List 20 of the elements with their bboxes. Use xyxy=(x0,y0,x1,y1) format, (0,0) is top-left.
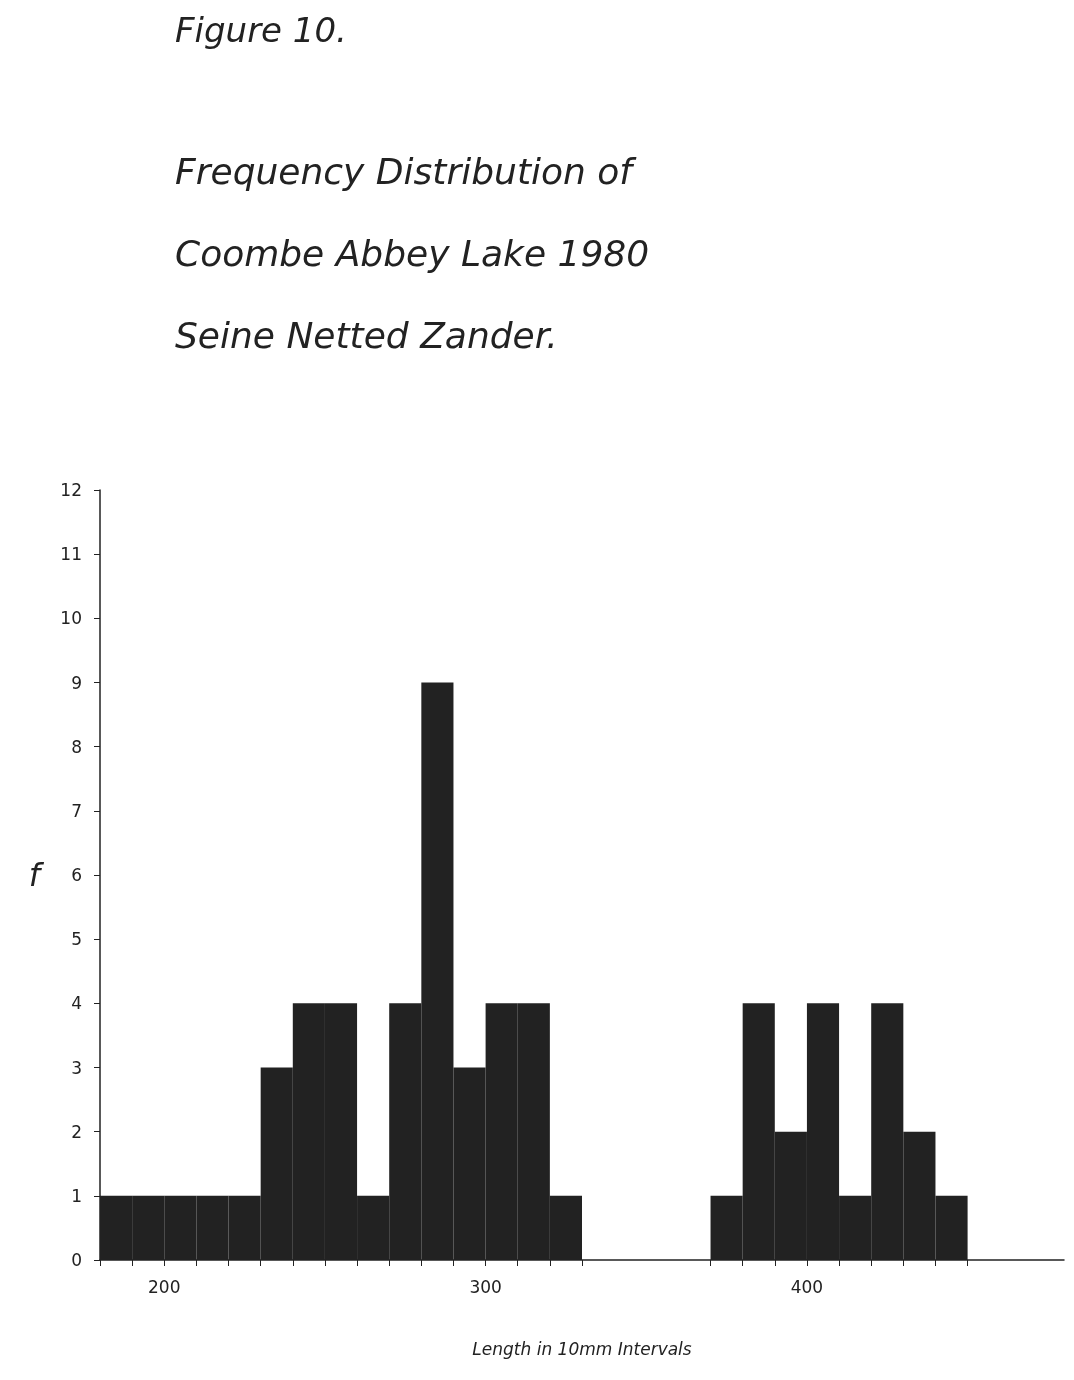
y-tick-label: 1 xyxy=(71,1185,82,1206)
y-tick-label: 12 xyxy=(60,480,82,500)
y-tick-label: 4 xyxy=(71,993,82,1014)
x-tick-label: 200 xyxy=(148,1276,181,1297)
y-tick-label: 5 xyxy=(71,929,82,950)
y-tick-label: 0 xyxy=(71,1250,82,1270)
x-axis-title: Length in 10mm Intervals xyxy=(472,1338,692,1359)
y-tick-label: 8 xyxy=(71,736,82,757)
y-tick-label: 9 xyxy=(71,672,82,693)
chart-title: Figure 10. xyxy=(175,10,347,50)
y-tick-label: 10 xyxy=(60,608,82,629)
chart-subtitle: Frequency Distribution of Coombe Abbey Lake 1980 Seine Netted Zander. xyxy=(175,150,650,356)
x-tick-label: 400 xyxy=(790,1276,824,1297)
y-tick-label: 3 xyxy=(71,1057,82,1078)
y-tick-label: 11 xyxy=(60,544,82,565)
y-tick-label: 7 xyxy=(71,800,82,821)
y-tick-label: 2 xyxy=(71,1121,82,1142)
x-tick-label: 300 xyxy=(469,1276,502,1297)
y-tick-label: 6 xyxy=(71,865,82,885)
y-axis-title: f xyxy=(28,856,45,894)
